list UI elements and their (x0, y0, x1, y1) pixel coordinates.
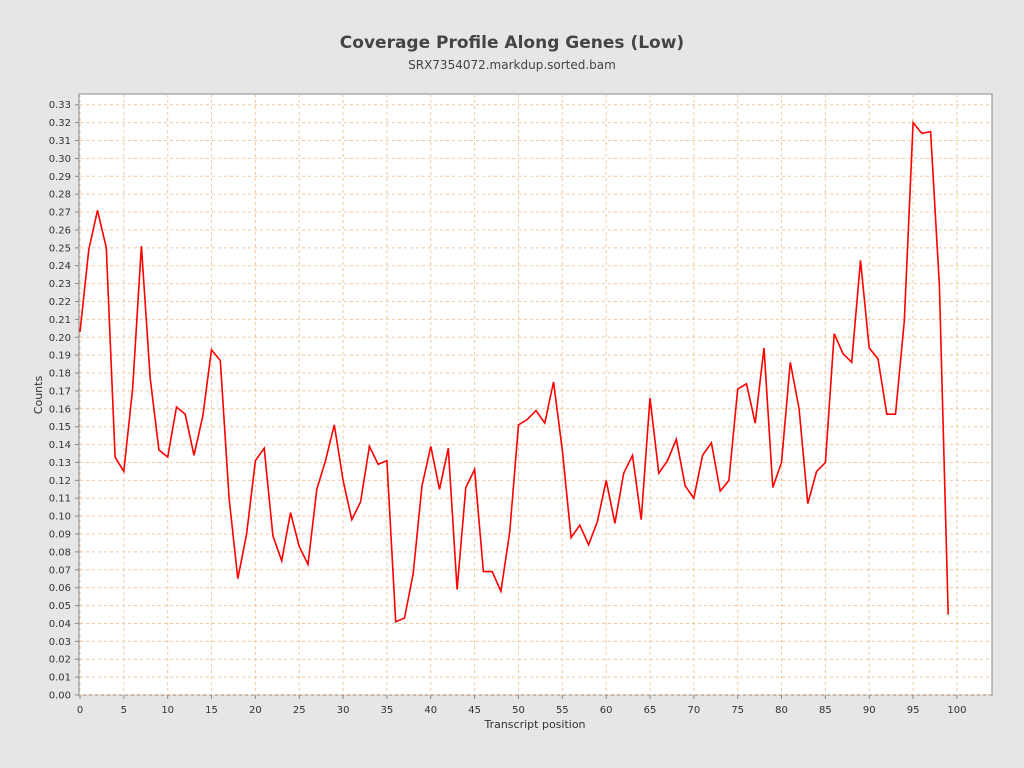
y-tick-label: 0.23 (49, 279, 71, 290)
y-tick-label: 0.11 (49, 494, 71, 505)
x-tick-label: 70 (687, 705, 700, 716)
y-tick-label: 0.24 (49, 261, 71, 272)
x-tick-label: 40 (424, 705, 437, 716)
y-tick-label: 0.33 (49, 100, 71, 111)
x-tick-label: 85 (819, 705, 832, 716)
y-tick-label: 0.04 (49, 619, 71, 630)
y-tick-label: 0.07 (49, 565, 71, 576)
series-line-low (79, 120, 949, 623)
y-tick-label: 0.09 (49, 530, 71, 541)
y-tick-label: 0.19 (49, 351, 71, 362)
plot-area (78, 93, 993, 696)
y-tick-label: 0.26 (49, 225, 71, 236)
x-tick-label: 0 (77, 705, 83, 716)
x-tick-label: 15 (205, 705, 218, 716)
y-tick-label: 0.30 (49, 154, 71, 165)
y-tick-label: 0.29 (49, 172, 71, 183)
chart-subtitle: SRX7354072.markdup.sorted.bam (408, 58, 616, 72)
y-tick-label: 0.32 (49, 118, 71, 129)
x-tick-label: 90 (863, 705, 876, 716)
y-tick-label: 0.12 (49, 476, 71, 487)
chart-title: Coverage Profile Along Genes (Low) (340, 33, 684, 53)
y-tick-label: 0.10 (49, 512, 71, 523)
y-tick-label: 0.17 (49, 386, 71, 397)
y-tick-label: 0.06 (49, 583, 71, 594)
y-tick-label: 0.13 (49, 458, 71, 469)
y-tick-label: 0.21 (49, 315, 71, 326)
y-tick-label: 0.18 (49, 369, 71, 380)
y-tick-label: 0.16 (49, 404, 71, 415)
x-tick-label: 75 (731, 705, 744, 716)
y-tick-label: 0.05 (49, 601, 71, 612)
x-tick-label: 25 (293, 705, 306, 716)
x-tick-label: 65 (644, 705, 657, 716)
x-tick-label: 50 (512, 705, 525, 716)
y-tick-label: 0.25 (49, 243, 71, 254)
y-tick-label: 0.01 (49, 673, 71, 684)
y-axis-ticks: 0.00 0.01 0.02 0.03 0.04 0.05 0.06 0.07 0.08 0.09… (49, 100, 79, 702)
x-axis-label: Transcript position (483, 718, 585, 731)
y-tick-label: 0.08 (49, 547, 71, 558)
y-tick-label: 0.15 (49, 422, 71, 433)
x-tick-label: 100 (947, 705, 966, 716)
y-tick-label: 0.20 (49, 333, 71, 344)
y-tick-label: 0.14 (49, 440, 71, 451)
x-tick-label: 45 (468, 705, 481, 716)
x-tick-label: 20 (249, 705, 262, 716)
x-tick-label: 95 (907, 705, 920, 716)
x-tick-label: 10 (161, 705, 174, 716)
x-tick-label: 80 (775, 705, 788, 716)
y-tick-label: 0.00 (49, 691, 71, 702)
y-tick-label: 0.31 (49, 136, 71, 147)
x-tick-label: 55 (556, 705, 569, 716)
y-tick-label: 0.27 (49, 208, 71, 219)
y-tick-label: 0.28 (49, 190, 71, 201)
grid-lines (79, 94, 992, 696)
y-tick-label: 0.22 (49, 297, 71, 308)
x-axis-ticks: 0 5 10 15 20 25 30 35 40 45 50 55 60 65 70 75 80 85 90 95 10… (77, 695, 966, 716)
x-tick-label: 35 (381, 705, 394, 716)
y-tick-label: 0.02 (49, 655, 71, 666)
x-tick-label: 30 (337, 705, 350, 716)
x-tick-label: 5 (121, 705, 127, 716)
y-axis-label: Counts (32, 376, 45, 415)
y-tick-label: 0.03 (49, 637, 71, 648)
x-tick-label: 60 (600, 705, 613, 716)
